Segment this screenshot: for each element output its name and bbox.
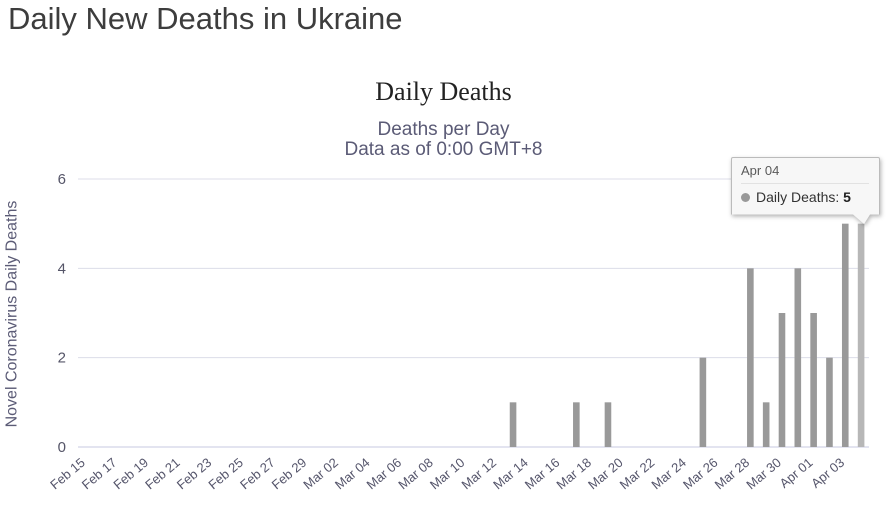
svg-text:Feb 23: Feb 23 (174, 455, 215, 493)
svg-text:Mar 20: Mar 20 (585, 455, 626, 493)
svg-text:Mar 14: Mar 14 (490, 455, 531, 493)
svg-text:Mar 02: Mar 02 (300, 455, 341, 493)
svg-text:Mar 18: Mar 18 (553, 455, 594, 493)
svg-text:Feb 17: Feb 17 (79, 455, 120, 493)
svg-text:Mar 28: Mar 28 (712, 455, 753, 493)
svg-text:2: 2 (58, 350, 66, 367)
svg-text:Apr 03: Apr 03 (808, 455, 847, 491)
svg-text:Mar 24: Mar 24 (648, 455, 689, 493)
svg-text:Mar 10: Mar 10 (427, 455, 468, 493)
svg-text:Feb 27: Feb 27 (237, 455, 278, 493)
svg-text:Mar 08: Mar 08 (395, 455, 436, 493)
svg-text:Feb 29: Feb 29 (269, 455, 310, 493)
svg-text:Feb 15: Feb 15 (47, 455, 88, 493)
svg-text:4: 4 (58, 260, 66, 277)
svg-text:Mar 06: Mar 06 (364, 455, 405, 493)
svg-text:Mar 26: Mar 26 (680, 455, 721, 493)
svg-text:Mar 16: Mar 16 (522, 455, 563, 493)
svg-text:6: 6 (58, 171, 66, 188)
svg-text:Feb 21: Feb 21 (142, 455, 183, 493)
svg-text:Mar 04: Mar 04 (332, 455, 373, 493)
svg-text:Mar 12: Mar 12 (459, 455, 500, 493)
svg-text:Mar 22: Mar 22 (617, 455, 658, 493)
svg-text:Apr 01: Apr 01 (777, 455, 816, 491)
svg-text:Feb 25: Feb 25 (205, 455, 246, 493)
svg-text:0: 0 (58, 439, 66, 456)
svg-text:Feb 19: Feb 19 (110, 455, 151, 493)
svg-text:Mar 30: Mar 30 (743, 455, 784, 493)
